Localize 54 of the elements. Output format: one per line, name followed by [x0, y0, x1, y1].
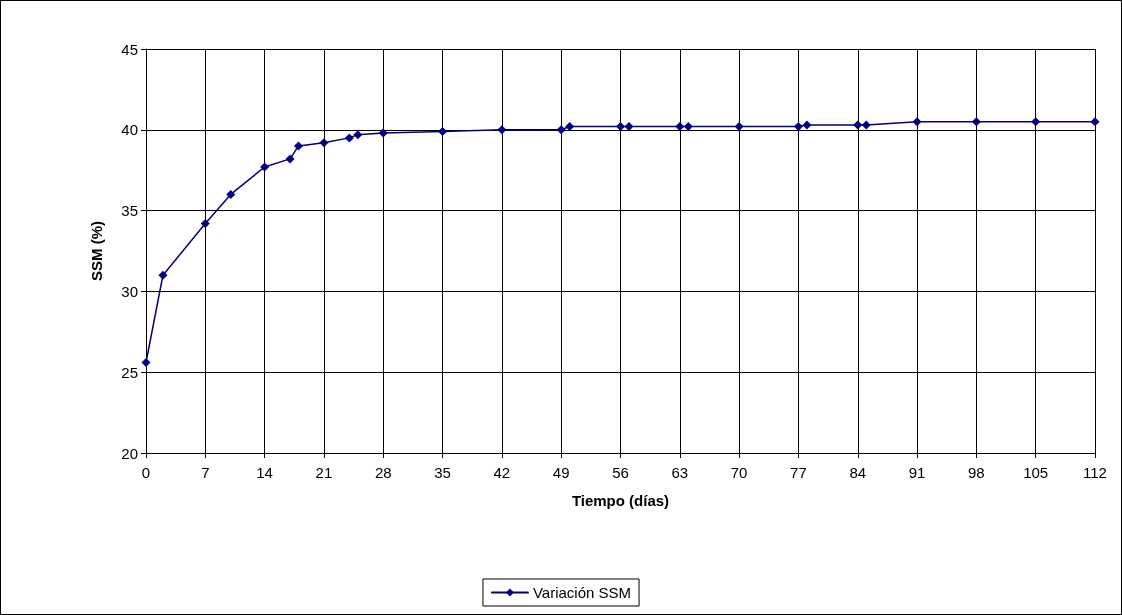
point	[378, 128, 388, 138]
x-tick-label: 7	[201, 464, 210, 481]
point	[802, 120, 812, 130]
point	[344, 133, 354, 143]
y-axis-title: SSM (%)	[88, 221, 105, 281]
point	[285, 154, 295, 164]
point	[319, 138, 329, 148]
x-tick-label: 77	[790, 464, 807, 481]
point	[861, 120, 871, 130]
x-tick-label: 105	[1023, 464, 1049, 481]
x-tick-label: 91	[908, 464, 926, 481]
x-tick-label: 98	[968, 464, 985, 481]
x-tick-label: 28	[374, 464, 392, 481]
point	[675, 122, 685, 132]
legend-label: Variación SSM	[532, 584, 632, 601]
point	[556, 125, 566, 135]
point	[683, 122, 693, 132]
point	[1031, 117, 1041, 127]
point	[616, 122, 625, 132]
point	[294, 141, 304, 151]
x-tick-label: 0	[141, 464, 151, 481]
point	[158, 270, 168, 280]
point	[260, 162, 270, 172]
point	[912, 117, 922, 127]
x-tick-label: 63	[671, 464, 689, 481]
y-tick-label: 20	[121, 444, 138, 462]
point	[793, 122, 803, 132]
point	[438, 126, 448, 136]
x-tick-label: 21	[315, 464, 333, 481]
point	[1090, 117, 1100, 127]
y-tick-label: 25	[121, 363, 138, 381]
point	[853, 120, 863, 130]
x-tick-label: 49	[552, 464, 570, 481]
point	[226, 189, 236, 199]
x-tick-label: 70	[730, 464, 748, 481]
x-axis-title: Tiempo (días)	[571, 492, 670, 509]
x-tick-label: 84	[849, 464, 867, 481]
x-tick-label: 56	[612, 464, 629, 481]
x-tick-label: 112	[1083, 464, 1107, 481]
x-tick-label: 42	[493, 464, 511, 481]
point	[141, 358, 151, 367]
point	[565, 122, 575, 132]
point	[497, 125, 507, 135]
point	[971, 117, 981, 127]
x-tick-label: 35	[434, 464, 451, 481]
y-tick-label: 30	[121, 282, 138, 300]
point	[353, 130, 363, 140]
point	[734, 122, 744, 132]
point	[200, 219, 210, 229]
y-tick-label: 45	[121, 40, 138, 58]
y-tick-label: 35	[121, 202, 138, 220]
y-tick-label: 40	[121, 121, 138, 139]
x-tick-label: 14	[256, 464, 273, 481]
point	[624, 122, 634, 132]
